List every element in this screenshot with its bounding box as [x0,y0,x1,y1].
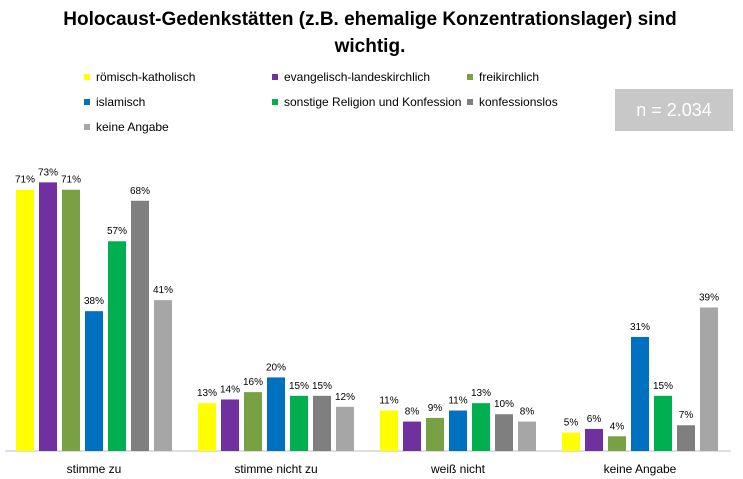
data-label: 6% [587,414,602,425]
bar [62,189,80,451]
data-label: 68% [130,186,150,197]
legend-item-sonstige: sonstige Religion und Konfession [272,95,461,109]
legend-label: keine Angabe [96,120,169,134]
data-label: 38% [84,296,104,307]
data-label: 20% [266,362,286,373]
category-label: weiß nicht [430,462,486,476]
data-label: 15% [289,381,309,392]
bar [16,189,34,451]
data-label: 8% [520,407,535,418]
legend-swatch [84,99,90,105]
bar [290,395,308,451]
legend-swatch [467,74,473,80]
bar [154,300,172,451]
data-label: 5% [564,418,579,429]
legend-label: römisch-katholisch [96,70,196,84]
legend-label: evangelisch-landeskirchlich [284,70,431,84]
data-label: 31% [630,322,650,333]
legend-swatch [84,74,90,80]
data-label: 15% [312,381,332,392]
legend-swatch [272,99,278,105]
bar [677,425,695,451]
bar [472,403,490,451]
bar [518,421,536,451]
legend-item-evangelisch: evangelisch-landeskirchlich [272,70,430,84]
bar [654,395,672,451]
data-label: 39% [699,292,719,303]
bar [380,410,398,451]
bar [700,307,718,451]
bar [403,421,421,451]
legend-label: islamisch [96,95,146,109]
bar [562,432,580,451]
data-label: 13% [471,388,491,399]
legend-label: freikirchlich [479,70,540,84]
data-label: 41% [153,285,173,296]
category-label: stimme zu [67,462,122,476]
data-label: 11% [448,396,467,407]
legend-item-konfessionslos: konfessionslos [467,95,558,109]
legend-item-roemisch-katholisch: römisch-katholisch [84,70,195,84]
data-label: 11% [379,396,398,407]
bar [631,336,649,451]
bar [585,428,603,451]
data-label: 15% [653,381,673,392]
legend-swatch [467,99,473,105]
category-label: keine Angabe [604,462,677,476]
legend-swatch [84,124,90,130]
category-label: stimme nicht zu [234,462,317,476]
bar [449,410,467,451]
bar [108,241,126,451]
data-label: 14% [220,384,240,395]
legend-label: sonstige Religion und Konfession [284,95,462,109]
data-label: 8% [405,407,420,418]
bar [336,406,354,451]
sample-size-box: n = 2.034 [615,89,733,131]
bar [426,417,444,451]
bar [221,399,239,451]
data-label: 57% [107,226,127,237]
legend-item-keine-angabe: keine Angabe [84,120,169,134]
legend-label: konfessionslos [479,95,558,109]
data-label: 73% [38,167,58,178]
bar [85,311,103,451]
bar [198,403,216,451]
data-label: 10% [494,399,514,410]
data-label: 13% [197,388,217,399]
bar [608,436,626,451]
legend-item-islamisch: islamisch [84,95,145,109]
data-label: 16% [243,377,263,388]
data-label: 7% [679,410,694,421]
data-label: 71% [61,175,81,186]
bar [244,392,262,451]
legend-swatch [272,74,278,80]
data-label: 9% [428,403,443,414]
data-label: 12% [335,392,355,403]
bar [267,377,285,451]
bar [39,182,57,452]
bar [495,414,513,451]
bar [131,200,149,451]
bar [313,395,331,451]
data-label: 4% [610,421,625,432]
legend-item-freikirchlich: freikirchlich [467,70,539,84]
chart-title: Holocaust-Gedenkstätten (z.B. ehemalige … [63,9,677,57]
data-label: 71% [15,175,35,186]
